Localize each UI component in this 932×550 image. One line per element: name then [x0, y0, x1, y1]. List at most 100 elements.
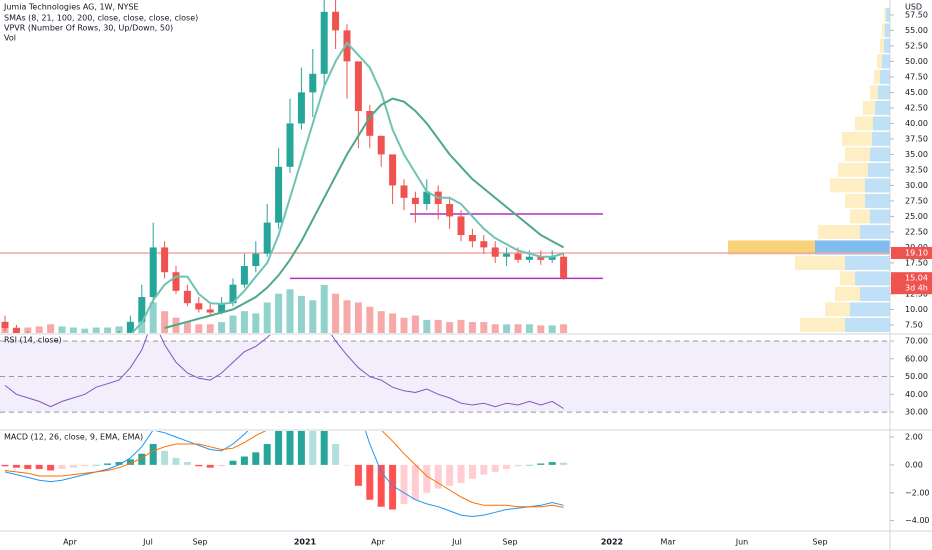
candle-body	[366, 111, 374, 136]
profile-down	[842, 131, 872, 146]
y-tick-label: 32.50	[905, 165, 928, 174]
profile-up	[860, 286, 890, 301]
volume-bar	[468, 322, 476, 333]
macd-histogram-bar	[457, 464, 465, 484]
y-tick-label: 50.00	[905, 57, 928, 66]
candle-body	[525, 256, 533, 260]
profile-up	[875, 100, 890, 115]
profile-down	[850, 209, 870, 224]
volume-bar	[560, 324, 568, 333]
macd-histogram-bar	[297, 431, 305, 465]
profile-down	[870, 85, 878, 100]
symbol-title: Jumia Technologies AG, 1W, NYSE	[3, 3, 139, 12]
macd-histogram-bar	[411, 464, 419, 500]
y-tick-label: 52.50	[905, 41, 928, 50]
profile-down	[800, 317, 845, 332]
volume-bar	[320, 285, 328, 333]
y-tick-label: 40.00	[905, 119, 928, 128]
candle-body	[252, 253, 260, 267]
macd-histogram-bar	[183, 462, 191, 465]
volume-bar	[354, 302, 362, 333]
profile-down	[830, 178, 865, 193]
profile-up	[868, 162, 890, 177]
candle-body	[240, 266, 248, 285]
macd-histogram-bar	[81, 464, 89, 467]
volume-bar	[240, 311, 248, 333]
profile-up	[878, 85, 890, 100]
profile-down	[845, 193, 865, 208]
macd-histogram-bar	[514, 464, 522, 467]
candle-body	[275, 166, 283, 223]
volume-bar	[548, 325, 556, 333]
time-label: Jul	[142, 538, 153, 547]
y-tick-label: 60.00	[905, 354, 928, 363]
candle-body	[480, 241, 488, 248]
candle-body	[138, 297, 146, 322]
volume-bar	[115, 326, 123, 333]
macd-histogram-bar	[548, 462, 556, 465]
candle-body	[423, 191, 431, 205]
y-tick-label: 37.50	[905, 134, 928, 143]
volume-bar	[229, 315, 237, 333]
macd-histogram-bar	[35, 464, 43, 470]
macd-histogram-bar	[252, 452, 260, 465]
candle-body	[309, 73, 317, 93]
profile-down	[880, 38, 884, 53]
profile-up	[873, 116, 890, 131]
profile-up	[845, 255, 890, 270]
candle-body	[263, 222, 271, 254]
time-label: 2022	[601, 538, 623, 547]
profile-down	[877, 54, 882, 69]
macd-histogram-bar	[104, 463, 112, 465]
macd-histogram-bar	[115, 462, 123, 465]
volume-bar	[480, 322, 488, 333]
macd-histogram-bar	[195, 464, 203, 467]
y-tick-label: −4.00	[905, 516, 930, 525]
candle-body	[126, 321, 134, 333]
volume-bar	[206, 324, 214, 333]
profile-up	[850, 302, 890, 317]
volume-bar	[537, 325, 545, 333]
macd-histogram-bar	[525, 464, 533, 466]
profile-down	[882, 23, 885, 38]
macd-histogram-bar	[47, 464, 55, 471]
time-label: Sep	[192, 538, 207, 547]
volume-bar	[457, 319, 465, 333]
last-price-label: 15.04	[905, 274, 928, 283]
macd-histogram-bar	[240, 456, 248, 465]
candle-body	[206, 309, 214, 313]
volume-bar	[149, 302, 157, 333]
time-label: Apr	[63, 538, 78, 547]
candle-body	[560, 256, 568, 279]
rsi-title: RSI (14, close)	[4, 336, 62, 345]
candle-body	[457, 216, 465, 236]
volume-bar	[514, 324, 522, 333]
y-tick-label: 55.00	[905, 26, 928, 35]
macd-histogram-bar	[560, 462, 568, 465]
profile-down	[855, 116, 873, 131]
price-tag-label: 19.10	[905, 249, 928, 258]
candle-body	[537, 256, 545, 260]
candle-body	[389, 154, 397, 186]
macd-line	[4, 431, 564, 508]
macd-histogram-bar	[468, 464, 476, 479]
profile-up	[845, 317, 890, 332]
macd-histogram-bar	[537, 463, 545, 465]
y-tick-label: 35.00	[905, 150, 928, 159]
volume-bar	[58, 326, 66, 333]
macd-title: MACD (12, 26, close, 9, EMA, EMA)	[4, 433, 143, 442]
macd-histogram-bar	[354, 464, 362, 486]
candle-body	[229, 284, 237, 304]
macd-histogram-bar	[138, 453, 146, 465]
volume-bar	[24, 327, 32, 333]
macd-histogram-bar	[389, 464, 397, 510]
macd-histogram-bar	[92, 464, 100, 466]
macd-histogram-bar	[491, 464, 499, 472]
candle-body	[491, 247, 499, 257]
volume-bar	[309, 300, 317, 333]
volume-bar	[503, 324, 511, 333]
profile-up	[870, 147, 890, 162]
macd-histogram-bar	[263, 443, 271, 465]
macd-histogram-bar	[161, 450, 169, 465]
volume-bar	[195, 324, 203, 333]
